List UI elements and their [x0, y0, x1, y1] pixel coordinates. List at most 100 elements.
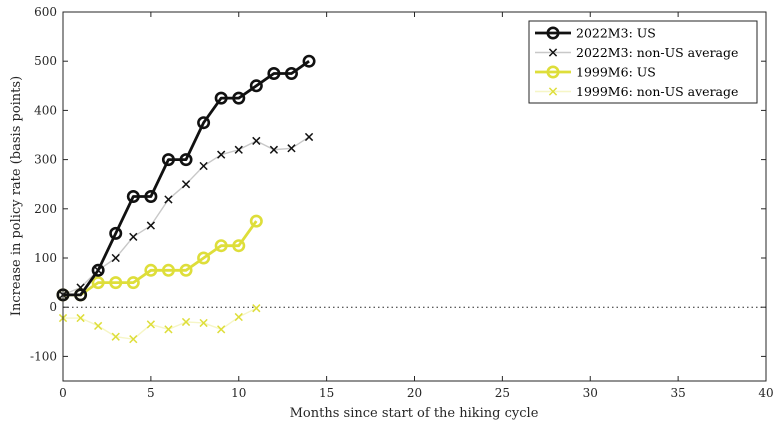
- data-point: [129, 335, 138, 344]
- data-point: [109, 276, 123, 290]
- y-tick-label: 400: [34, 103, 57, 117]
- legend-box: [528, 20, 758, 104]
- data-point: [179, 263, 193, 277]
- data-point: [252, 136, 261, 146]
- x-marker-stroke: [287, 144, 296, 153]
- x-marker-stroke: [164, 195, 173, 204]
- data-point: [94, 321, 103, 331]
- y-tick-label: -100: [30, 349, 57, 363]
- data-point: [144, 263, 158, 277]
- series-2: [56, 214, 263, 302]
- data-point: [234, 145, 243, 154]
- x-marker-stroke: [164, 325, 173, 334]
- x-marker-stroke: [304, 132, 314, 142]
- x-tick-label: 25: [495, 386, 510, 400]
- x-axis-label: Months since start of the hiking cycle: [290, 406, 539, 421]
- data-point: [111, 332, 120, 341]
- x-tick-label: 30: [583, 386, 598, 400]
- data-point: [161, 263, 175, 277]
- x-tick-label: 5: [147, 386, 155, 400]
- x-marker-stroke: [146, 320, 156, 329]
- x-marker-stroke: [252, 304, 261, 313]
- x-tick-label: 40: [758, 386, 773, 400]
- x-marker-stroke: [217, 325, 226, 334]
- axis-ticks: 0 5 10 15 20 25 30 35 40 -100 0 100 200 300 400 500 600: [30, 5, 774, 400]
- data-point: [214, 91, 228, 105]
- data-point: [74, 288, 88, 302]
- legend-entry: 2022M3: US: [576, 26, 656, 41]
- x-marker-stroke: [548, 48, 558, 57]
- series-line: [63, 60, 310, 297]
- data-point: [287, 144, 296, 153]
- data-point: [232, 239, 246, 253]
- y-tick-label: 0: [49, 300, 57, 314]
- data-point: [181, 180, 191, 189]
- data-point: [304, 132, 314, 142]
- x-tick-label: 0: [59, 386, 67, 400]
- x-marker-stroke: [269, 145, 279, 154]
- y-tick-label: 200: [34, 202, 57, 216]
- legend-entry: 2022M3: non-US average: [576, 45, 738, 60]
- data-point: [199, 161, 208, 171]
- x-marker-stroke: [181, 180, 191, 189]
- x-marker-stroke: [146, 221, 156, 230]
- data-point: [197, 116, 211, 130]
- data-point: [111, 253, 120, 263]
- x-marker-stroke: [199, 318, 208, 328]
- y-tick-label: 600: [34, 5, 57, 19]
- x-tick-label: 10: [231, 386, 246, 400]
- data-point: [234, 312, 243, 322]
- x-marker-stroke: [217, 150, 226, 159]
- x-marker-stroke: [94, 321, 103, 331]
- data-point: [217, 150, 226, 159]
- data-point: [129, 232, 138, 241]
- x-marker-stroke: [111, 332, 120, 341]
- data-point: [252, 304, 261, 313]
- legend-marker: [548, 48, 558, 57]
- data-point: [126, 276, 140, 290]
- data-point: [214, 239, 228, 253]
- y-axis-label: Increase in policy rate (basis points): [9, 76, 24, 316]
- data-point: [91, 263, 105, 277]
- data-point: [249, 214, 263, 228]
- plot-area: [56, 54, 766, 344]
- data-point: [161, 153, 175, 167]
- x-tick-label: 35: [670, 386, 685, 400]
- legend: 2022M3: US 2022M3: non-US average 1999M6: …: [528, 20, 758, 104]
- y-tick-label: 100: [34, 251, 57, 265]
- x-tick-label: 20: [407, 386, 422, 400]
- legend-marker: [548, 87, 558, 96]
- data-point: [144, 190, 158, 204]
- series-3: [58, 304, 261, 344]
- legend-entry: 1999M6: non-US average: [576, 84, 738, 99]
- x-marker-stroke: [129, 232, 138, 241]
- legend-entry: 1999M6: US: [576, 65, 656, 80]
- x-marker-stroke: [129, 335, 138, 344]
- data-point: [126, 190, 140, 204]
- data-point: [146, 320, 156, 329]
- x-marker-stroke: [199, 161, 208, 171]
- data-point: [267, 67, 281, 81]
- data-point: [232, 91, 246, 105]
- x-marker-stroke: [76, 313, 85, 323]
- series-1: [58, 132, 314, 300]
- data-point: [164, 195, 173, 204]
- series-0: [56, 54, 316, 302]
- x-marker-stroke: [548, 87, 558, 96]
- data-point: [217, 325, 226, 334]
- data-point: [181, 317, 191, 327]
- legend-marker: [546, 65, 560, 79]
- data-point: [199, 318, 208, 328]
- data-point: [249, 79, 263, 93]
- x-marker-stroke: [234, 312, 243, 322]
- data-point: [179, 153, 193, 167]
- data-point: [269, 145, 279, 154]
- x-marker-stroke: [181, 317, 191, 327]
- x-marker-stroke: [252, 136, 261, 146]
- data-point: [302, 54, 316, 68]
- data-point: [284, 67, 298, 81]
- x-tick-label: 15: [319, 386, 334, 400]
- legend-marker: [546, 26, 560, 40]
- data-point: [164, 325, 173, 334]
